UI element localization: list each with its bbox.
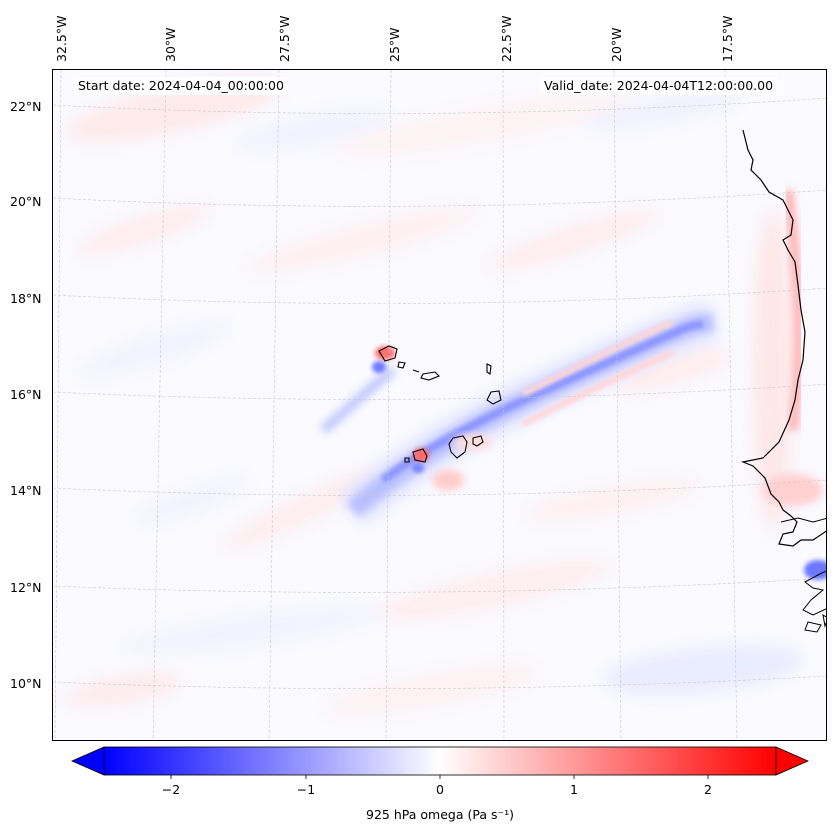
lat-label-16n: 16°N [10,387,42,402]
colorbar-tick-2: 2 [704,782,712,797]
coastal-features [763,189,826,580]
lon-label-20w: 20°W [609,27,624,62]
africa-coastline [740,129,826,547]
colorbar-tick-1: 1 [570,782,578,797]
lat-label-20n: 20°N [10,194,42,209]
background-omega-patches [63,78,803,715]
start-date-label: Start date: 2024-04-04_00:00:00 [74,77,288,95]
gambia-river [780,517,826,523]
cape-verde-islands [378,345,502,463]
colorbar-tick-neg1: −1 [296,782,316,797]
island-dipoles [372,346,493,490]
lon-label-30w: 30°W [163,27,178,62]
lon-label-25w: 25°W [387,27,402,62]
valid-date-label: Valid_date: 2024-04-04T12:00:00.00 [540,77,778,95]
bissagos-islands [804,614,826,633]
lat-label-12n: 12°N [10,580,42,595]
lon-label-27-5w: 27.5°W [277,15,292,62]
lon-label-32-5w: 32.5°W [54,15,69,62]
bissagos-coast [802,570,826,616]
colorbar-tick-neg2: −2 [161,782,181,797]
lon-label-17-5w: 17.5°W [720,15,735,62]
colorbar-tick-0: 0 [436,782,444,797]
omega-band [319,305,716,523]
colorbar-extend-high [775,746,809,776]
colorbar-extend-low [71,746,105,776]
map-panel [52,69,827,741]
lat-label-14n: 14°N [10,483,42,498]
lat-label-22n: 22°N [10,99,42,114]
gridlines [53,70,826,740]
colorbar-gradient [103,746,777,776]
lon-label-22-5w: 22.5°W [499,15,514,62]
colorbar [71,746,809,779]
lat-label-10n: 10°N [10,676,42,691]
omega-field-map [53,70,826,740]
colorbar-title: 925 hPa omega (Pa s⁻¹) [366,807,514,822]
lat-label-18n: 18°N [10,291,42,306]
